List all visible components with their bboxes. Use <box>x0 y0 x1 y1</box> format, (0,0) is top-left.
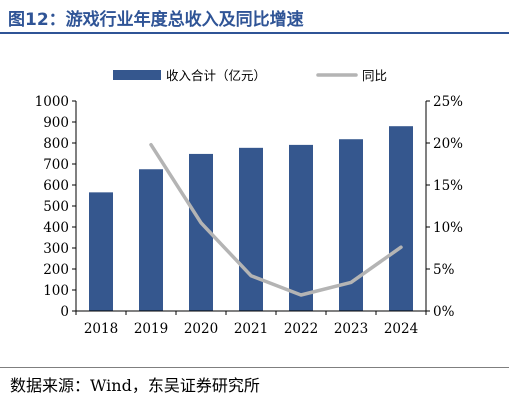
chart-legend: 收入合计（亿元） 同比 <box>113 68 387 83</box>
x-tick-label: 2020 <box>184 321 218 334</box>
y-left-tick-label: 700 <box>43 157 69 173</box>
y-left-tick-label: 100 <box>43 283 69 299</box>
x-tick-label: 2021 <box>234 321 268 334</box>
y-left-tick-label: 200 <box>43 262 69 278</box>
y-left-tick-label: 0 <box>60 304 69 320</box>
y-left-tick-label: 300 <box>43 241 69 257</box>
bar-2021 <box>239 147 263 311</box>
x-tick-label: 2023 <box>334 321 368 334</box>
y-left-tick-label: 1000 <box>35 94 69 110</box>
y-right-tick-label: 25% <box>433 94 463 110</box>
growth-line <box>149 142 403 297</box>
legend-label-growth: 同比 <box>362 68 387 83</box>
title-divider <box>0 32 509 34</box>
bar-2024 <box>389 126 413 311</box>
y-left-tick-label: 400 <box>43 220 69 236</box>
y-right-tick-label: 0% <box>433 304 455 320</box>
bar-2019 <box>139 169 163 311</box>
bar-2022 <box>289 144 313 311</box>
bar-2018 <box>89 192 113 311</box>
x-tick-label: 2018 <box>84 321 118 334</box>
source-note: 数据来源：Wind，东吴证券研究所 <box>10 376 260 395</box>
y-left-tick-label: 900 <box>43 115 69 131</box>
figure-title: 图12：游戏行业年度总收入及同比增速 <box>8 10 304 30</box>
y-left-tick-label: 500 <box>43 199 69 215</box>
x-tick-label: 2019 <box>134 321 168 334</box>
revenue-chart: 收入合计（亿元） 同比 0 100 200 300 400 500 600 700 800 900… <box>35 68 464 334</box>
legend-swatch-revenue <box>113 70 161 80</box>
x-tick-label: 2022 <box>284 321 318 334</box>
legend-label-revenue: 收入合计（亿元） <box>166 68 266 83</box>
y-right-tick-label: 20% <box>433 136 463 152</box>
y-right-tick-label: 5% <box>433 262 455 278</box>
source-divider <box>0 367 509 368</box>
y-left-tick-label: 600 <box>43 178 69 194</box>
y-right-tick-label: 15% <box>433 178 463 194</box>
y-left-tick-label: 800 <box>43 136 69 152</box>
x-tick-label: 2024 <box>384 321 418 334</box>
y-right-tick-label: 10% <box>433 220 463 236</box>
